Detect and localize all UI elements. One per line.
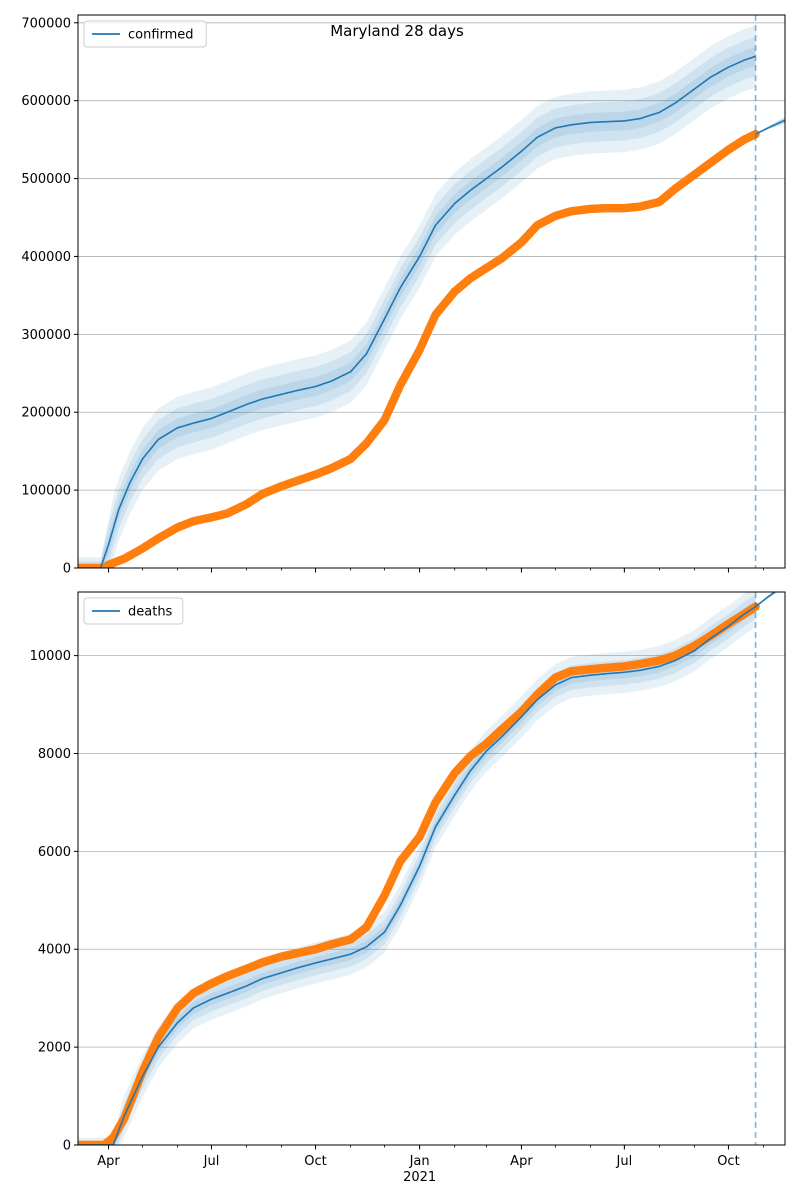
uncertainty-band [78,25,756,568]
y-tick-label: 700000 [21,16,71,31]
axes-frame [77,591,786,1146]
observed-series [78,129,760,568]
legend-box [83,597,184,625]
uncertainty-band [78,592,756,1145]
x-tick-label: Oct [717,1154,739,1169]
x-tick-label: Apr [510,1154,533,1169]
observed-series [78,602,760,1145]
x-tick-label: Apr [97,1154,120,1169]
legend: confirmed [83,20,207,48]
plot-area [78,25,785,568]
y-tick-label: 8000 [38,747,71,762]
chart-title: Maryland 28 days [330,22,464,40]
projection-line [755,119,785,135]
y-tick-label: 2000 [38,1041,71,1056]
y-tick-label: 10000 [30,649,71,664]
x-tick-label: Jan [409,1154,430,1169]
y-tick-label: 0 [63,1139,71,1154]
uncertainty-band [78,594,756,1145]
uncertainty-band [78,36,756,568]
x-tick-label: Jul [203,1154,220,1169]
y-tick-label: 600000 [21,94,71,109]
uncertainty-band [78,46,756,568]
x-tick-label: Jul [616,1154,633,1169]
legend-label: confirmed [128,28,194,43]
model-line [78,606,757,1145]
x-tick-label: Oct [304,1154,326,1169]
y-tick-label: 4000 [38,943,71,958]
y-tick-label: 500000 [21,172,71,187]
y-tick-label: 400000 [21,250,71,265]
y-tick-label: 6000 [38,845,71,860]
y-tick-label: 0 [63,562,71,577]
plot-area [78,592,779,1145]
legend-label: deaths [128,605,173,620]
model-line [78,55,756,568]
y-tick-label: 200000 [21,406,71,421]
x-year-label: 2021 [403,1170,436,1185]
y-tick-label: 300000 [21,328,71,343]
projection-line [755,592,777,608]
confirmed-chart: 0 100000 200000 300000 400000 500000 600000 700… [21,14,786,577]
legend-box [83,20,207,48]
legend: deaths [83,597,184,625]
axes-frame [77,14,786,569]
y-tick-label: 100000 [21,484,71,499]
